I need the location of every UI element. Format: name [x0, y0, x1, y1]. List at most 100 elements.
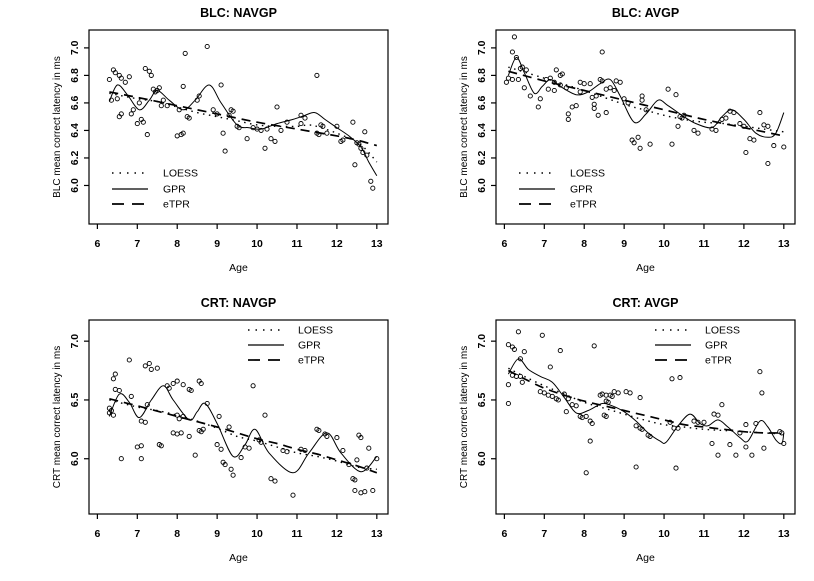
scatter-point [611, 87, 617, 94]
legend-label: eTPR [298, 355, 325, 367]
scatter-point [198, 380, 204, 387]
scatter-point [144, 132, 150, 138]
scatter-point [352, 162, 358, 168]
x-tick-label: 11 [291, 528, 302, 540]
x-axis-label: Age [636, 552, 655, 564]
scatter-point [116, 387, 122, 394]
scatter-point [523, 67, 529, 73]
scatter-point [136, 100, 142, 106]
scatter-point [743, 149, 749, 156]
scatter-point [513, 54, 519, 61]
scatter-point [515, 76, 521, 83]
scatter-point [515, 329, 521, 335]
scatter-point [186, 433, 192, 439]
scatter-point [216, 413, 222, 419]
scatter-point [617, 79, 623, 85]
scatter-point [230, 108, 236, 114]
loess-curve [508, 367, 784, 435]
etpr-curve [109, 397, 378, 474]
scatter-point [545, 86, 551, 92]
legend-label: LOESS [298, 325, 333, 337]
scatter-point [230, 472, 236, 478]
x-axis-label: Age [229, 552, 248, 564]
x-tick-label: 9 [214, 528, 220, 540]
scatter-point [192, 452, 198, 458]
panel-crt-navgp: 6 7 8 9 10 11 12 13 6.0 6.5 7.0 CRT: NAVGP Age CRT me… [52, 296, 389, 564]
scatter-point [577, 89, 583, 95]
scatter-point [715, 412, 721, 418]
plot-box [88, 29, 389, 225]
scatter-point [603, 413, 609, 419]
scatter-point [537, 96, 543, 102]
scatter-point [547, 364, 553, 370]
scatter-point [607, 85, 613, 91]
scatter-point [701, 419, 707, 425]
scatter-point [154, 365, 160, 371]
scatter-point [142, 65, 148, 72]
scatter-point [505, 400, 511, 407]
scatter-point [178, 430, 184, 436]
y-tick-label: 6.0 [69, 451, 81, 466]
etpr-curve [508, 70, 784, 137]
scatter-point [138, 456, 144, 462]
scatter-point [262, 145, 268, 151]
scatter-point [258, 127, 264, 133]
scatter-point [142, 363, 148, 369]
y-tick-label: 6.0 [476, 451, 488, 466]
panel-title: BLC: AVGP [612, 6, 679, 20]
scatter-point [711, 411, 717, 417]
x-tick-label: 7 [134, 528, 140, 540]
scatter-point [759, 390, 765, 396]
scatter-point [771, 143, 777, 149]
scatter-point [110, 376, 116, 382]
scatter-point [615, 390, 621, 396]
x-tick-label: 8 [174, 528, 180, 540]
scatter-point [743, 422, 749, 428]
scatter-point [581, 81, 587, 87]
y-tick-label: 6.0 [69, 178, 81, 193]
scatter-point [262, 412, 268, 418]
y-tick-label: 7.0 [69, 40, 81, 55]
y-tick-label: 6.6 [69, 95, 81, 110]
scatter-point [118, 111, 124, 117]
scatter-point [278, 127, 284, 133]
scatter-point [114, 96, 120, 102]
scatter-point [673, 465, 679, 471]
x-tick-label: 7 [134, 238, 140, 250]
scatter-point [268, 136, 274, 142]
scatter-point [188, 387, 194, 394]
scatter-point [583, 413, 589, 419]
x-tick-label: 6 [501, 238, 507, 250]
scatter-point [527, 93, 533, 99]
scatter-point [204, 43, 210, 50]
scatter-point [781, 144, 787, 150]
y-axis-label: BLC mean correct latency in ms [52, 56, 63, 198]
scatter-point [130, 107, 136, 113]
gpr-curve [108, 84, 378, 177]
scatter-point [559, 71, 565, 77]
scatter-point [112, 371, 118, 377]
scatter-point [316, 427, 322, 434]
y-tick-label: 6.5 [476, 392, 488, 407]
scatter-point [647, 141, 653, 147]
scatter-point [126, 357, 132, 363]
scatter-point [298, 112, 304, 118]
x-tick-label: 13 [778, 238, 790, 250]
legend-label: LOESS [570, 168, 605, 180]
legend-label: GPR [163, 184, 186, 196]
scatter-point [222, 462, 228, 468]
scatter-point [148, 366, 154, 372]
scatter-point [106, 76, 112, 83]
scatter-point [709, 440, 715, 447]
loess-curve [109, 399, 377, 470]
scatter-point [170, 430, 176, 436]
scatter-point [757, 110, 763, 116]
scatter-point [142, 419, 148, 425]
scatter-point [715, 452, 721, 458]
x-tick-label: 12 [738, 238, 750, 250]
scatter-point [563, 409, 569, 415]
y-tick-label: 6.5 [69, 392, 81, 407]
scatter-point [200, 426, 206, 432]
scatter-point [186, 115, 192, 121]
